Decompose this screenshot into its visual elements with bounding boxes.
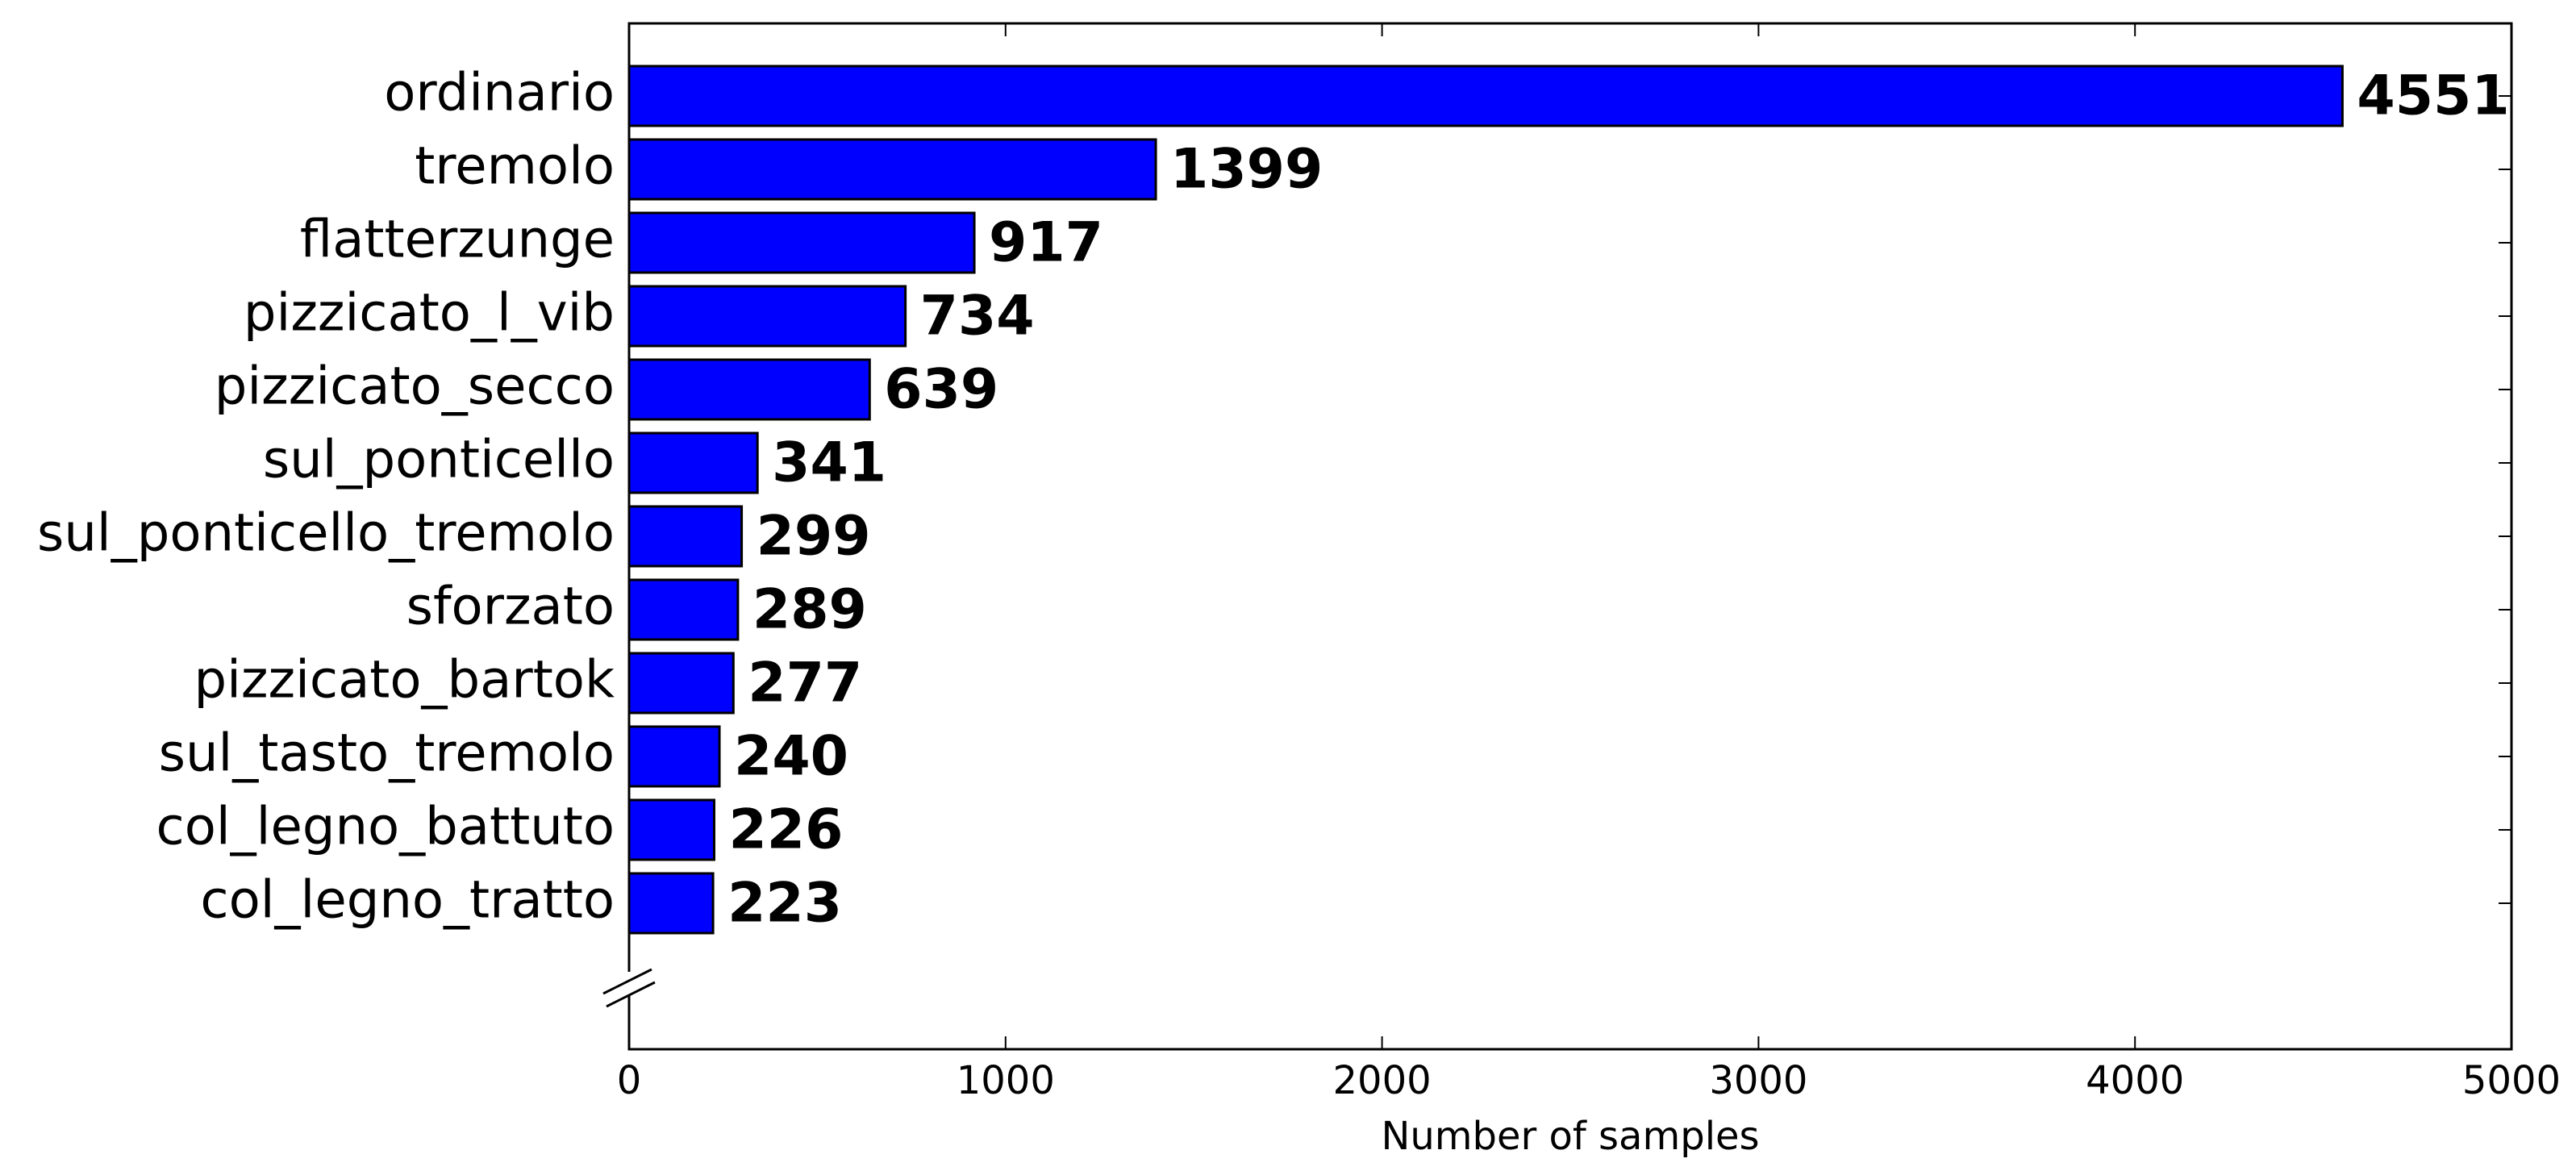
value-label: 277 bbox=[748, 652, 862, 715]
value-label: 299 bbox=[757, 505, 871, 569]
x-tick-label: 1000 bbox=[957, 1058, 1055, 1103]
y-tick-label: sforzato bbox=[406, 577, 615, 637]
y-tick-label: sul_ponticello_tremolo bbox=[37, 504, 615, 564]
y-tick-label: sul_ponticello bbox=[263, 431, 615, 490]
bar bbox=[627, 872, 715, 935]
value-label: 341 bbox=[772, 431, 886, 495]
x-tick-label: 5000 bbox=[2462, 1058, 2561, 1103]
y-tick-label: pizzicato_l_vib bbox=[244, 284, 615, 344]
y-tick-label: tremolo bbox=[415, 137, 615, 197]
value-label: 226 bbox=[728, 798, 843, 862]
bar bbox=[627, 358, 871, 421]
x-tick-label: 0 bbox=[617, 1058, 642, 1103]
value-label: 223 bbox=[727, 872, 842, 936]
y-tick-label: col_legno_battuto bbox=[156, 798, 615, 857]
y-tick-label: pizzicato_bartok bbox=[194, 651, 615, 711]
bar bbox=[627, 285, 907, 348]
bar bbox=[627, 505, 744, 568]
axis-break bbox=[602, 968, 652, 995]
value-label: 4551 bbox=[2357, 65, 2509, 128]
value-label: 1399 bbox=[1170, 138, 1323, 202]
x-axis-label: Number of samples bbox=[1381, 1114, 1759, 1159]
bar bbox=[627, 211, 976, 274]
y-tick-label: sul_tasto_tremolo bbox=[159, 724, 615, 784]
bar bbox=[627, 431, 759, 494]
x-tick-label: 2000 bbox=[1333, 1058, 1432, 1103]
x-tick-label: 4000 bbox=[2086, 1058, 2184, 1103]
value-label: 639 bbox=[884, 358, 998, 422]
value-label: 289 bbox=[752, 578, 867, 642]
bar bbox=[627, 65, 2344, 127]
bar bbox=[627, 578, 740, 641]
bar bbox=[627, 652, 735, 715]
value-label: 917 bbox=[989, 211, 1103, 275]
value-label: 734 bbox=[920, 285, 1035, 348]
value-label: 240 bbox=[734, 725, 848, 789]
y-tick-label: flatterzunge bbox=[300, 210, 615, 270]
axis-break bbox=[606, 981, 656, 1008]
y-tick-label: pizzicato_secco bbox=[215, 357, 615, 417]
bar bbox=[627, 725, 721, 788]
bar bbox=[627, 798, 715, 861]
y-tick-label: ordinario bbox=[384, 64, 615, 123]
bar bbox=[627, 138, 1157, 201]
x-tick-label: 3000 bbox=[1709, 1058, 1807, 1103]
y-tick-label: col_legno_tratto bbox=[200, 871, 615, 931]
